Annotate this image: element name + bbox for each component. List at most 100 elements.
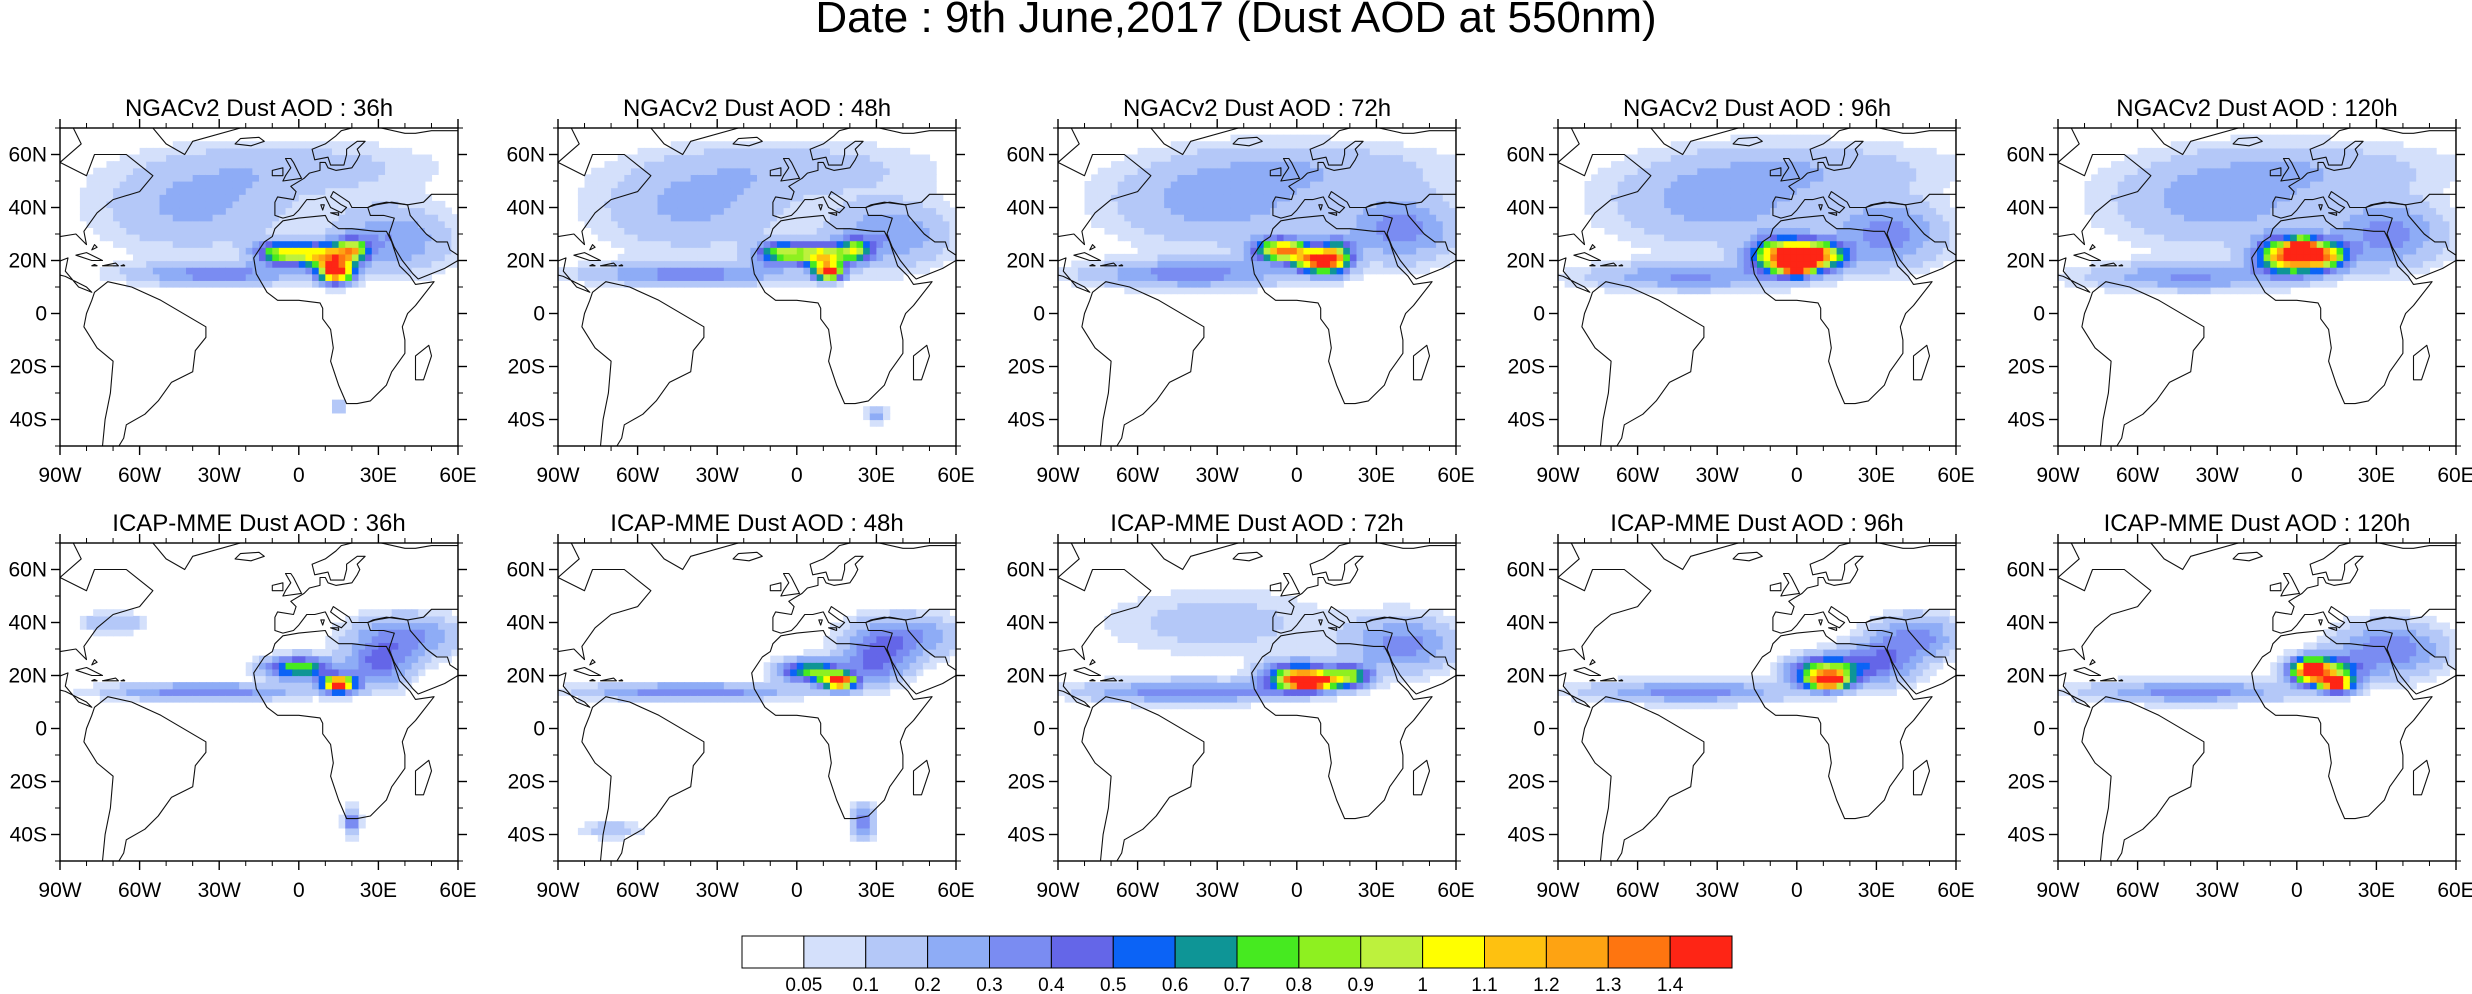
aod-cell xyxy=(338,399,346,407)
aod-cell xyxy=(1303,134,1311,142)
aod-cell xyxy=(737,147,745,156)
aod-cell xyxy=(1310,273,1318,281)
aod-cell xyxy=(1684,267,1692,275)
aod-cell xyxy=(1823,187,1831,195)
coastline xyxy=(1581,281,1705,446)
aod-cell xyxy=(909,267,917,275)
aod-cell xyxy=(232,207,240,215)
aod-cell xyxy=(1836,147,1844,156)
aod-cell xyxy=(1343,187,1351,195)
aod-cell xyxy=(1283,194,1291,202)
aod-cell xyxy=(1816,267,1824,275)
aod-cell xyxy=(126,194,134,202)
aod-cell xyxy=(630,200,639,209)
aod-cell xyxy=(172,240,180,248)
aod-cell xyxy=(1336,280,1344,288)
coastline xyxy=(1772,128,1956,219)
aod-cell xyxy=(783,234,791,242)
aod-cell xyxy=(823,187,831,195)
aod-cell xyxy=(657,174,665,182)
aod-cell xyxy=(398,207,406,215)
aod-cell xyxy=(810,240,818,248)
aod-cell xyxy=(1177,273,1185,281)
aod-cell xyxy=(79,187,88,195)
aod-cell xyxy=(438,220,446,228)
aod-cell xyxy=(796,240,805,248)
aod-cell xyxy=(1796,181,1805,189)
aod-cell xyxy=(1650,247,1659,255)
aod-cell xyxy=(1604,273,1612,281)
aod-cell xyxy=(823,141,831,149)
aod-cell xyxy=(697,207,705,215)
aod-cell xyxy=(212,181,220,189)
aod-cell xyxy=(730,207,738,215)
aod-cell xyxy=(1630,234,1639,242)
aod-cell xyxy=(119,234,127,242)
aod-cell xyxy=(889,181,897,189)
aod-cell xyxy=(1157,220,1165,228)
aod-cell xyxy=(431,267,439,275)
aod-cell xyxy=(205,280,214,288)
aod-cell xyxy=(239,227,247,235)
aod-cell xyxy=(743,214,751,222)
aod-cell xyxy=(1396,154,1404,162)
coastline xyxy=(732,136,763,147)
aod-cell xyxy=(876,200,884,209)
aod-cell xyxy=(252,161,260,169)
aod-cell xyxy=(1237,240,1245,248)
aod-cell xyxy=(205,154,214,162)
aod-cell xyxy=(936,207,944,215)
aod-cell xyxy=(1816,161,1824,169)
aod-cell xyxy=(1190,141,1198,149)
aod-cell xyxy=(1296,247,1305,255)
aod-cell xyxy=(922,161,931,169)
aod-cell xyxy=(1356,214,1364,222)
aod-cell xyxy=(1257,200,1265,209)
aod-cell xyxy=(404,234,413,242)
aod-cell xyxy=(391,227,399,235)
aod-cell xyxy=(239,267,247,275)
aod-cell xyxy=(345,280,353,288)
aod-cell xyxy=(411,234,419,242)
aod-cell xyxy=(677,220,685,228)
aod-cell xyxy=(219,161,227,169)
aod-cell xyxy=(404,267,413,275)
aod-cell xyxy=(1829,147,1838,156)
aod-cell xyxy=(1876,200,1884,209)
aod-cell xyxy=(1250,141,1258,149)
aod-cell xyxy=(1889,187,1897,195)
aod-cell xyxy=(737,240,745,248)
aod-cell xyxy=(909,247,917,255)
aod-cell xyxy=(1124,280,1132,288)
aod-cell xyxy=(1916,174,1924,182)
aod-cell xyxy=(1276,187,1285,195)
aod-cell xyxy=(856,174,864,182)
aod-cell xyxy=(1329,227,1338,235)
aod-cell xyxy=(1383,181,1391,189)
aod-cell xyxy=(106,167,114,175)
aod-cell xyxy=(2071,267,2079,275)
aod-cell xyxy=(1164,253,1172,262)
aod-cell xyxy=(1843,214,1851,222)
aod-cell xyxy=(1449,194,1456,202)
coastline xyxy=(1118,264,1124,267)
aod-cell xyxy=(1349,240,1358,248)
aod-cell xyxy=(717,260,725,268)
aod-cell xyxy=(292,273,300,281)
aod-cell xyxy=(1690,267,1698,275)
aod-cell xyxy=(1170,187,1178,195)
aod-cell xyxy=(1863,200,1871,209)
aod-cell xyxy=(889,227,897,235)
aod-cell xyxy=(398,187,406,195)
aod-cell xyxy=(1757,181,1765,189)
aod-cell xyxy=(1856,234,1864,242)
aod-cell xyxy=(1657,181,1665,189)
aod-cell xyxy=(1942,253,1950,262)
aod-cell xyxy=(1690,187,1698,195)
aod-cell xyxy=(1723,174,1732,182)
aod-cell xyxy=(285,207,293,215)
aod-cell xyxy=(597,273,606,281)
aod-cell xyxy=(1449,207,1456,215)
aod-cell xyxy=(1084,273,1092,281)
